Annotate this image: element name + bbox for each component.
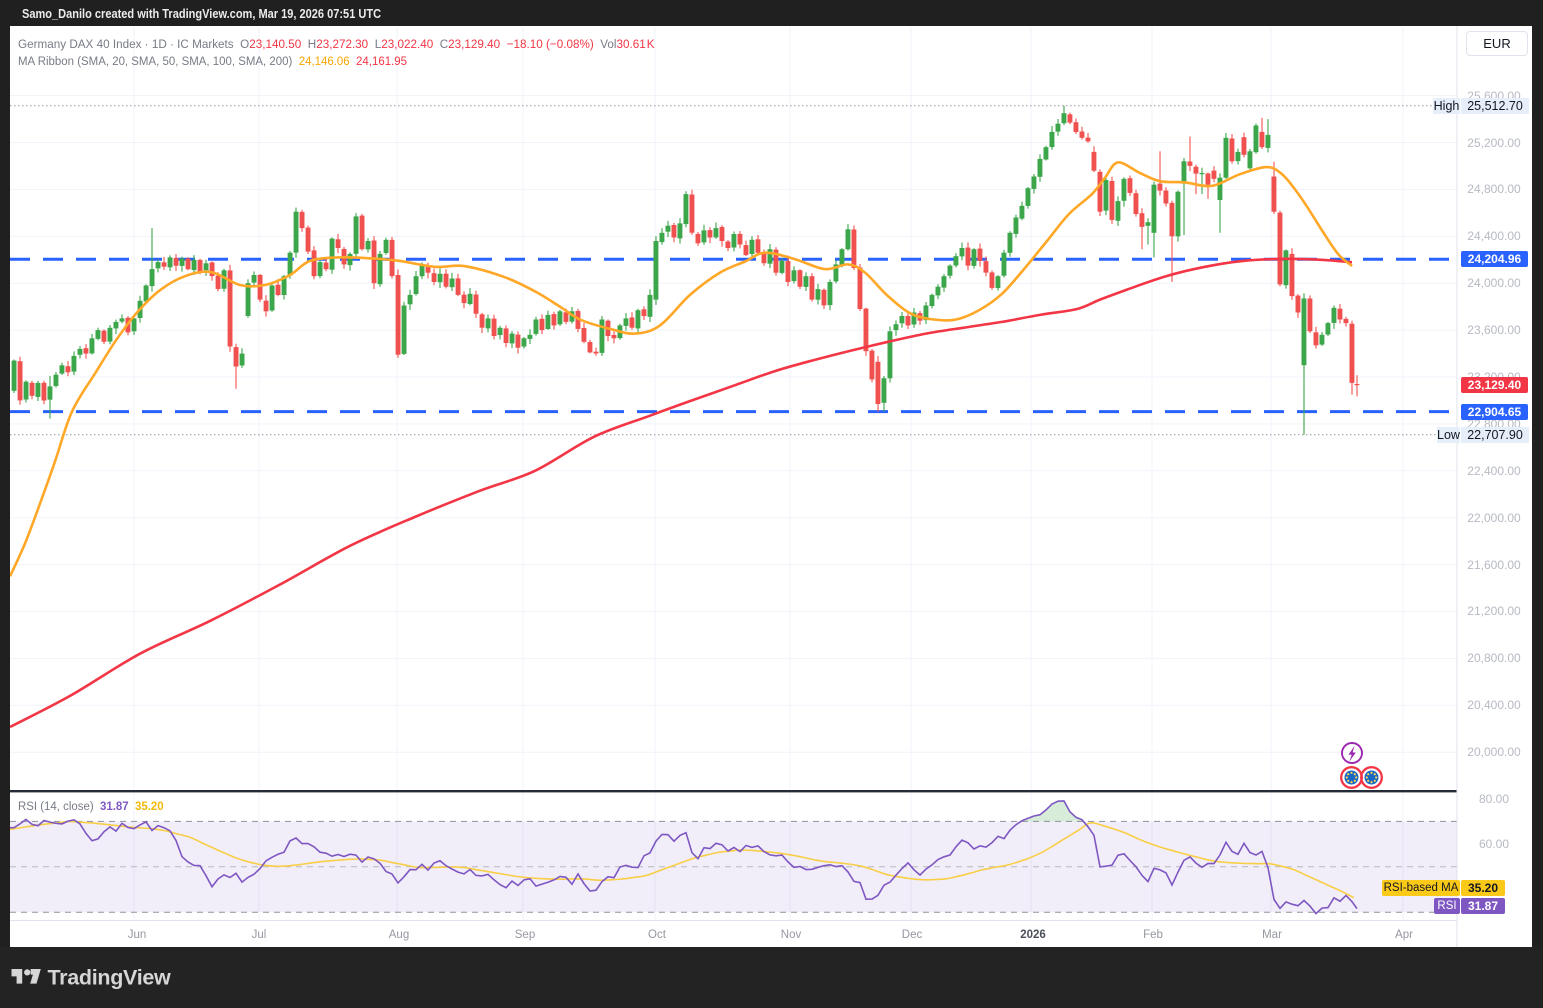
svg-text:TradingView: TradingView <box>48 966 172 990</box>
